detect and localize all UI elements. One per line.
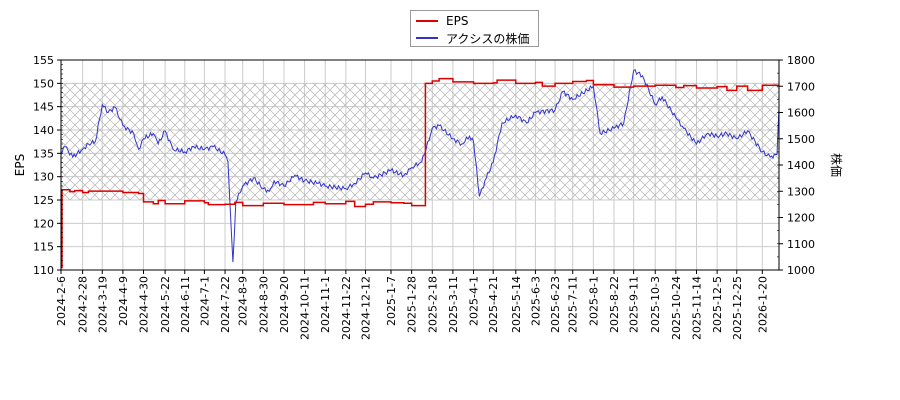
x-tick-label: 2025-2-18 [426, 276, 439, 333]
left-tick-label: 125 [33, 194, 54, 207]
x-tick-label: 2026-1-20 [756, 276, 769, 333]
x-tick-label: 2025-5-14 [510, 276, 523, 333]
eps-swatch-icon [416, 20, 438, 22]
x-tick-label: 2024-8-30 [257, 276, 270, 333]
x-tick-label: 2025-10-3 [649, 276, 662, 333]
x-tick-label: 2025-10-24 [670, 276, 683, 340]
x-tick-label: 2024-7-22 [219, 276, 232, 333]
x-tick-label: 2025-4-1 [468, 276, 481, 326]
right-tick-label: 1500 [787, 133, 815, 146]
right-tick-label: 1100 [787, 238, 815, 251]
right-tick-label: 1400 [787, 159, 815, 172]
left-axis: 110 115 120 125 130 135 140 145 150 155 [33, 54, 63, 277]
right-axis: 1000 1100 1200 1300 1400 1500 1600 1700 1800 [777, 54, 815, 277]
x-tick-label: 2024-4-9 [117, 276, 130, 326]
x-tick-label: 2024-6-11 [179, 276, 192, 333]
eps-line [61, 77, 779, 269]
right-axis-title: 株価 [829, 153, 844, 177]
x-tick-label: 2025-7-11 [567, 276, 580, 333]
right-tick-label: 1600 [787, 107, 815, 120]
left-tick-label: 145 [33, 101, 54, 114]
x-tick-label: 2024-12-12 [359, 276, 372, 340]
x-tick-label: 2025-1-7 [385, 276, 398, 326]
x-tick-label: 2024-7-1 [198, 276, 211, 326]
x-tick-label: 2024-10-11 [299, 276, 312, 340]
left-tick-label: 155 [33, 54, 54, 67]
left-tick-label: 130 [33, 171, 54, 184]
x-tick-label: 2024-9-20 [278, 276, 291, 333]
x-tick-label: 2024-11-1 [319, 276, 332, 333]
legend-item-eps: EPS [416, 13, 468, 29]
x-tick-label: 2025-8-22 [608, 276, 621, 333]
x-tick-label: 2024-2-28 [77, 276, 90, 333]
left-tick-label: 115 [33, 241, 54, 254]
left-tick-label: 135 [33, 147, 54, 160]
x-tick-label: 2025-8-1 [587, 276, 600, 326]
shaded-band [61, 83, 779, 200]
x-tick-label: 2024-11-22 [340, 276, 353, 340]
right-tick-label: 1000 [787, 264, 815, 277]
x-tick-label: 2025-11-14 [690, 276, 703, 340]
left-tick-label: 150 [33, 77, 54, 90]
right-tick-label: 1300 [787, 185, 815, 198]
legend-label-price: アクシスの株価 [446, 31, 530, 46]
x-tick-label: 2025-4-21 [487, 276, 500, 333]
x-tick-label: 2024-4-30 [138, 276, 151, 333]
legend-item-price: アクシスの株価 [416, 30, 529, 46]
price-swatch-icon [416, 37, 438, 39]
left-tick-label: 120 [33, 217, 54, 230]
x-tick-label: 2025-9-11 [628, 276, 641, 333]
legend: EPS アクシスの株価 [410, 10, 539, 47]
right-tick-label: 1700 [787, 80, 815, 93]
right-tick-label: 1200 [787, 212, 815, 225]
x-tick-label: 2025-6-23 [549, 276, 562, 333]
x-tick-label: 2024-3-19 [96, 276, 109, 333]
x-tick-label: 2025-1-28 [406, 276, 419, 333]
legend-label-eps: EPS [446, 14, 469, 28]
x-tick-label: 2024-8-9 [237, 276, 250, 326]
right-tick-label: 1800 [787, 54, 815, 67]
left-axis-title: EPS [13, 154, 27, 176]
price-line [61, 68, 779, 263]
x-axis: 2024-2-6 2024-2-28 2024-3-19 2024-4-9 2024-4… [55, 270, 769, 340]
x-tick-label: 2024-5-22 [159, 276, 172, 333]
x-tick-label: 2025-3-11 [447, 276, 460, 333]
x-tick-label: 2025-12-25 [731, 276, 744, 340]
x-tick-label: 2025-12-5 [711, 276, 724, 333]
left-tick-label: 110 [33, 264, 54, 277]
x-tick-label: 2025-6-3 [529, 276, 542, 326]
left-tick-label: 140 [33, 124, 54, 137]
x-tick-label: 2024-2-6 [55, 276, 68, 326]
